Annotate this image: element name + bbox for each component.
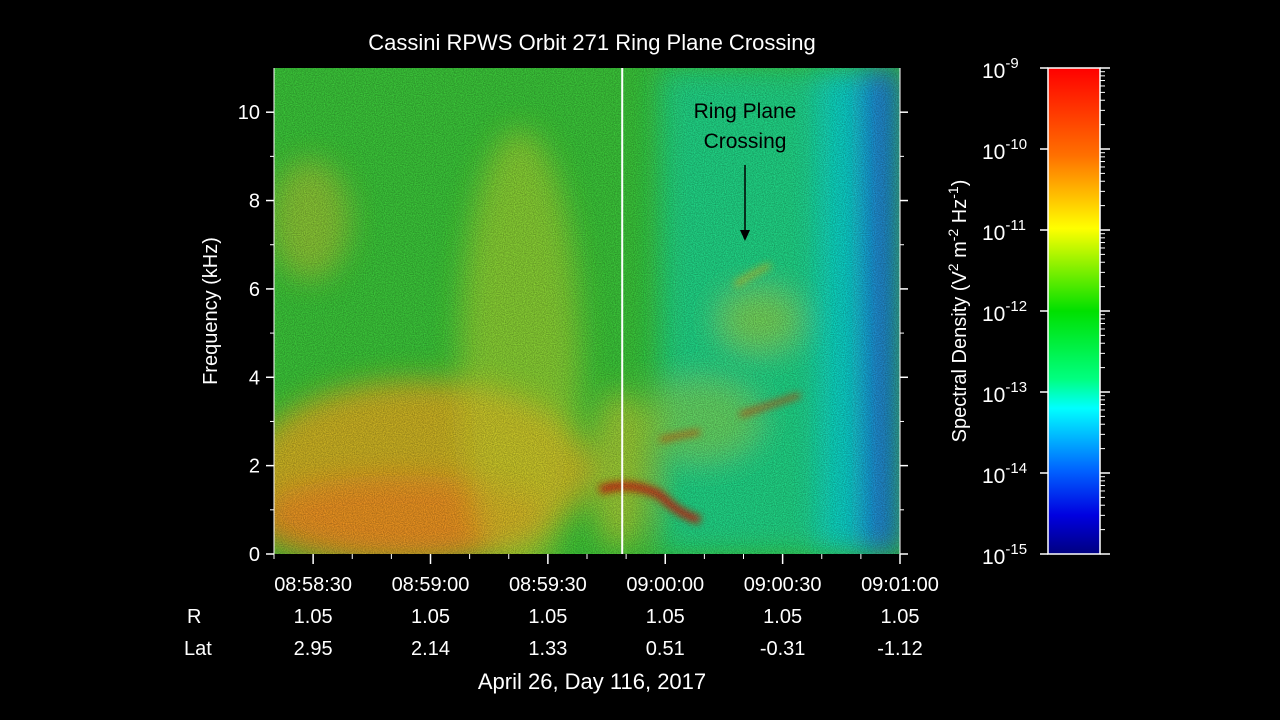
colorbar (1047, 67, 1101, 555)
spectrogram-image (274, 68, 900, 554)
x-tick-label: 09:00:00 (626, 574, 704, 596)
annotation-line-2: Crossing (704, 130, 787, 153)
x-axis: 08:58:30 08:59:00 08:59:30 09:00:00 09:00:30… (273, 554, 939, 596)
colorbar-tick-label: 10-9 (982, 55, 1019, 83)
ephemeris-value: 1.33 (528, 638, 567, 660)
ephemeris-value: 1.05 (294, 606, 333, 628)
x-tick-label: 09:01:00 (861, 574, 939, 596)
y-tick-label: 4 (249, 367, 260, 389)
ephemeris-value: 2.14 (411, 638, 450, 660)
colorbar-tick-label: 10-13 (982, 379, 1027, 407)
colorbar-tick-label: 10-12 (982, 298, 1027, 326)
y-axis: 0 2 4 6 8 10 (238, 68, 908, 566)
x-tick-label: 09:00:30 (744, 574, 822, 596)
ephemeris-value: 1.05 (763, 606, 802, 628)
y-tick-label: 10 (238, 102, 260, 124)
colorbar-label: Spectral Density (V2 m-2 Hz-1) (945, 180, 971, 443)
y-tick-label: 2 (249, 456, 260, 478)
ephemeris-value: 1.05 (881, 606, 920, 628)
colorbar-ticks: 10-9 10-10 10-11 10-12 10-13 10-14 10-15 (982, 55, 1110, 569)
y-tick-label: 6 (249, 279, 260, 301)
ephemeris-value: 1.05 (646, 606, 685, 628)
ephemeris-value: 1.05 (528, 606, 567, 628)
y-tick-label: 0 (249, 544, 260, 566)
ephemeris-label-lat: Lat (184, 638, 212, 660)
ephemeris-value: -1.12 (877, 638, 923, 660)
colorbar-tick-label: 10-11 (982, 217, 1026, 245)
colorbar-tick-label: 10-10 (982, 136, 1027, 164)
annotation-arrow-head (740, 230, 750, 241)
y-axis-label: Frequency (kHz) (200, 237, 222, 385)
ephemeris-label-r: R (187, 606, 201, 628)
ephemeris-value: 1.05 (411, 606, 450, 628)
x-tick-label: 08:59:30 (509, 574, 587, 596)
colorbar-tick-label: 10-14 (982, 460, 1027, 488)
x-tick-label: 08:58:30 (274, 574, 352, 596)
ephemeris-value: 0.51 (646, 638, 685, 660)
chart-title: Cassini RPWS Orbit 271 Ring Plane Crossi… (368, 30, 816, 55)
ephemeris-value: 2.95 (294, 638, 333, 660)
ephemeris-values: 1.05 1.05 1.05 1.05 1.05 1.05 2.95 2.14 1.33 0.51… (294, 606, 923, 660)
x-tick-label: 08:59:00 (392, 574, 470, 596)
y-tick-label: 8 (249, 191, 260, 213)
annotation-line-1: Ring Plane (694, 100, 797, 123)
ephemeris-value: -0.31 (760, 638, 806, 660)
x-axis-label: April 26, Day 116, 2017 (478, 669, 706, 694)
colorbar-tick-label: 10-15 (982, 541, 1027, 569)
